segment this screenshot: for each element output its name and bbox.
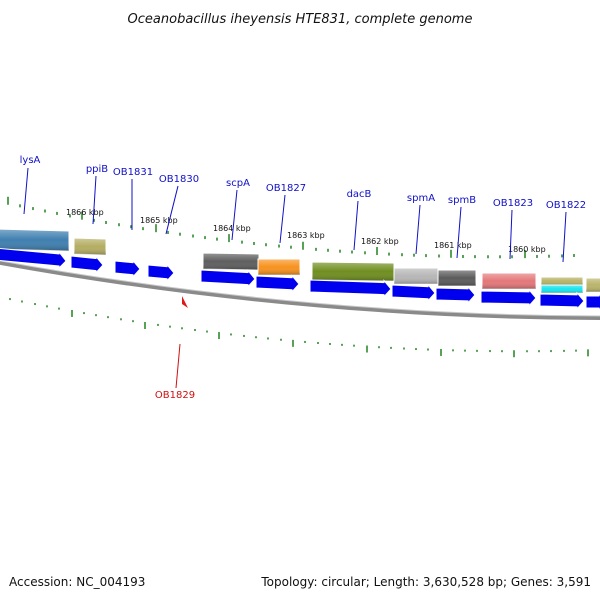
map-title: Oceanobacillus iheyensis HTE831, complet… [128, 12, 473, 27]
cds-arrow[interactable] [539, 291, 585, 311]
gene-label-pointer [279, 194, 286, 244]
gene-label[interactable]: spmA [407, 193, 435, 204]
cds-arrow[interactable] [0, 247, 67, 270]
gene-feature-shading [312, 262, 394, 281]
gene-label-pointer [23, 167, 29, 215]
gene-feature-shading [0, 229, 69, 251]
cds-arrow[interactable] [309, 279, 392, 298]
kbp-label: 1860 kbp [508, 245, 546, 254]
gene-label[interactable]: spmB [448, 195, 476, 206]
cds-arrow[interactable] [200, 269, 256, 288]
kbp-label: 1866 kbp [66, 208, 104, 217]
cds-arrow[interactable] [435, 285, 476, 305]
cds-track [0, 247, 600, 312]
gene-label[interactable]: scpA [226, 178, 250, 189]
genome-backbone [0, 260, 600, 320]
gene-label-pointer [353, 200, 359, 251]
gene-feature-shading [482, 273, 536, 289]
highlight-gene-pointer [175, 343, 181, 389]
red-triangle-marker-icon[interactable] [182, 296, 188, 308]
outer-scale-ticks [7, 196, 575, 259]
kbp-label: 1864 kbp [213, 224, 251, 233]
gene-label-highlight[interactable]: OB1829 [155, 390, 195, 401]
feature-track [0, 228, 600, 294]
gene-label[interactable]: OB1822 [546, 200, 586, 211]
gene-feature-shading [394, 268, 438, 284]
genome-summary-text: Topology: circular; Length: 3,630,528 bp… [260, 575, 591, 589]
gene-feature-shading [438, 270, 476, 286]
cds-arrow[interactable] [255, 274, 300, 293]
gene-label-pointer [92, 175, 97, 225]
gene-feature-shading [541, 277, 583, 285]
gene-feature-shading [541, 285, 583, 293]
cds-arrow[interactable] [480, 288, 537, 308]
gene-label-pointer [456, 206, 462, 259]
accession-text: Accession: NC_004193 [9, 575, 145, 589]
cds-arrow[interactable] [114, 259, 141, 278]
inner-scale-ticks [9, 298, 589, 358]
cds-arrow[interactable] [391, 283, 436, 302]
gene-label-pointer [509, 209, 513, 260]
kbp-label: 1863 kbp [287, 231, 325, 240]
gene-label[interactable]: OB1830 [159, 174, 199, 185]
gene-label[interactable]: lysA [20, 155, 41, 166]
gene-label[interactable]: ppiB [86, 164, 108, 175]
genome-backbone-highlight [0, 260, 600, 317]
gene-feature-shading [203, 253, 259, 270]
gene-label-pointer [415, 204, 421, 255]
gene-label[interactable]: dacB [347, 189, 372, 200]
cds-arrow[interactable] [147, 263, 175, 282]
kbp-label: 1861 kbp [434, 241, 472, 250]
gene-label[interactable]: OB1827 [266, 183, 306, 194]
kbp-label: 1862 kbp [361, 237, 399, 246]
gene-label-pointer [231, 189, 238, 241]
gene-feature-shading [258, 259, 300, 275]
kbp-scale-labels: 1866 kbp 1865 kbp 1864 kbp 1863 kbp 1862 kbp… [66, 208, 546, 254]
gene-labels: lysA ppiB OB1831 OB1830 scpA OB1827 dacB spmA sp… [20, 155, 586, 263]
gene-label[interactable]: OB1823 [493, 198, 533, 209]
gene-label-pointer [562, 211, 567, 263]
gene-feature-shading [586, 278, 600, 292]
gene-label[interactable]: OB1831 [113, 167, 153, 178]
kbp-label: 1865 kbp [140, 216, 178, 225]
cds-arrow[interactable] [585, 292, 600, 312]
gene-label-pointer [165, 185, 179, 235]
cds-arrow[interactable] [70, 255, 104, 274]
gene-feature-shading [74, 238, 106, 255]
